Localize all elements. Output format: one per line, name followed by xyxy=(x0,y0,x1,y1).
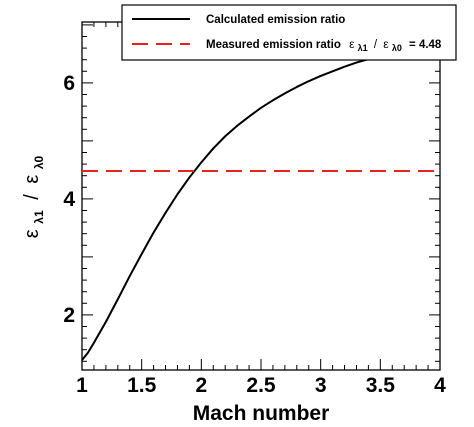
y-slash: / xyxy=(21,194,43,200)
x-tick-label: 2.5 xyxy=(246,374,276,397)
legend-epsilon-2: ε xyxy=(383,37,389,51)
legend-sub-1: λ1 xyxy=(358,43,368,53)
y-axis-title: ε λ1 / ε λ0 xyxy=(21,155,48,238)
series-calculated-line xyxy=(81,50,399,361)
legend: Calculated emission ratio Measured emiss… xyxy=(121,4,457,61)
y-epsilon-1: ε xyxy=(21,229,43,238)
legend-label-calculated: Calculated emission ratio xyxy=(206,14,345,26)
legend-value: = 4.48 xyxy=(409,39,442,51)
x-tick-label: 4 xyxy=(434,374,446,397)
plot-frame xyxy=(81,21,441,371)
x-axis-title: Mach number xyxy=(193,402,330,425)
legend-epsilon-1: ε xyxy=(349,37,355,51)
x-tick-label: 1 xyxy=(76,374,88,397)
y-sub-1: λ1 xyxy=(32,210,46,224)
series-layer xyxy=(81,50,440,361)
x-tick-label: 2 xyxy=(195,374,207,397)
legend-slash: / xyxy=(374,39,378,51)
legend-sub-2: λ0 xyxy=(392,43,402,53)
legend-measured-name: Measured emission ratio xyxy=(206,39,341,51)
y-tick-label: 6 xyxy=(63,72,75,95)
y-tick-label: 4 xyxy=(63,188,75,211)
legend-box xyxy=(121,4,457,61)
y-tick-labels: 2 4 6 xyxy=(63,72,75,327)
axis-ticks xyxy=(81,22,441,370)
x-tick-label: 3 xyxy=(315,374,327,397)
y-tick-label: 2 xyxy=(63,304,75,327)
legend-label-measured: Measured emission ratio ε λ1 / ε λ0 = 4.… xyxy=(206,37,442,54)
x-tick-labels: 1 1.5 2 2.5 3 3.5 4 xyxy=(76,374,446,397)
x-tick-label: 3.5 xyxy=(366,374,396,397)
y-sub-2: λ0 xyxy=(32,155,46,169)
y-epsilon-2: ε xyxy=(21,175,43,184)
x-tick-label: 1.5 xyxy=(127,374,157,397)
